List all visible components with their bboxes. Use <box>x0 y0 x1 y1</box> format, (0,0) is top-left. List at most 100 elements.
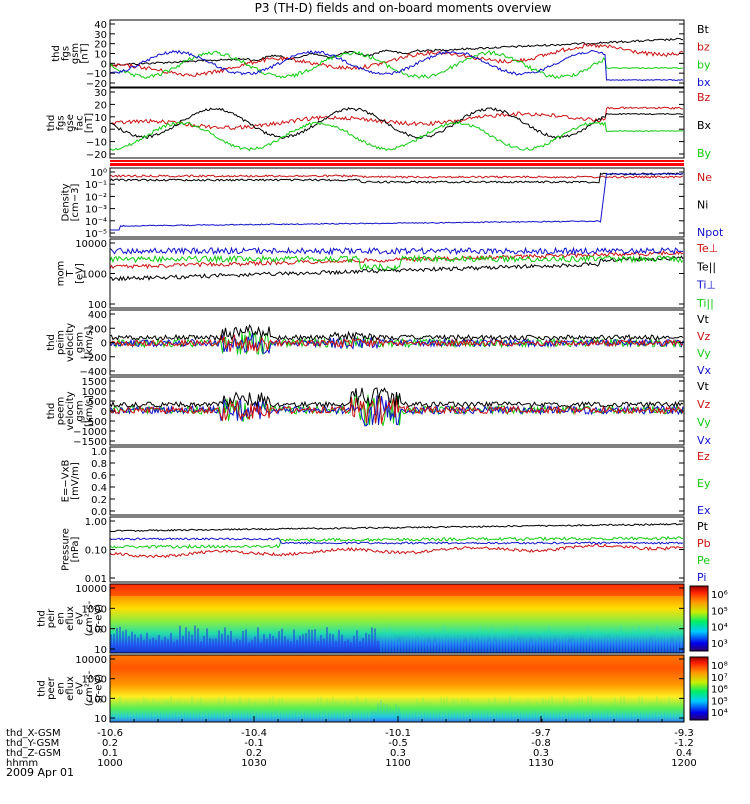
y-tick-label: 0 <box>101 339 107 350</box>
y-tick-label: 200 <box>88 324 107 335</box>
spectrogram-column <box>131 709 133 722</box>
spectrogram-column <box>554 706 556 722</box>
spectrogram-column <box>233 710 235 722</box>
spectrogram-column <box>260 709 262 722</box>
y-label-line: [eV] <box>75 263 86 284</box>
spectrogram-column <box>473 633 475 653</box>
time-row-label: thd_X-GSM <box>6 728 61 739</box>
spectrogram-column <box>590 696 592 722</box>
spectrogram-column <box>512 707 514 722</box>
spectrogram-column <box>584 708 586 722</box>
spectrogram-column <box>287 639 289 653</box>
spectrogram-column <box>356 696 358 722</box>
spectrogram-column <box>317 640 319 653</box>
spectrogram-column <box>380 635 382 653</box>
time-row-value: -0.1 <box>244 738 264 749</box>
spectrogram-column <box>572 708 574 722</box>
spectrogram-column <box>377 640 379 653</box>
spectrogram-column <box>386 632 388 653</box>
spectrogram-column <box>455 699 457 722</box>
spectrogram-column <box>284 636 286 653</box>
spectrogram-column <box>485 630 487 653</box>
spectrogram-column <box>545 700 547 722</box>
trace-black <box>109 172 684 184</box>
spectrogram-column <box>350 642 352 653</box>
legend-entry: Vt <box>697 313 710 326</box>
panel-efield: 1.00.80.60.40.20.0 E=−VxB[mV/m] Ez Ey Ex <box>60 446 711 518</box>
time-row-value: 0.3 <box>390 748 406 759</box>
spectrogram-column <box>518 702 520 722</box>
y-label-line: fgs <box>60 46 71 61</box>
spectrogram-fill <box>110 655 684 722</box>
spectrogram-column <box>170 696 172 722</box>
colorbar-tick-label: 10⁸ <box>711 661 728 672</box>
spectrogram-column <box>428 642 430 653</box>
y-label-line: Density <box>60 183 71 221</box>
spectrogram-column <box>443 625 445 653</box>
spectrogram-column <box>413 631 415 653</box>
spectrogram-column <box>602 703 604 722</box>
spectrogram-column <box>479 711 481 722</box>
colorbar-tick-label: 10⁴ <box>711 708 728 719</box>
legend-entry: Ti⊥ <box>696 279 716 292</box>
y-axis-label: Density[cm−3] <box>60 183 81 221</box>
spectrogram-column <box>584 636 586 653</box>
spectrogram-column <box>494 641 496 653</box>
y-label-line: (cm²-s- <box>84 600 95 636</box>
trace-green <box>109 254 684 272</box>
colorbar-tick-label: 10⁵ <box>711 606 728 617</box>
spectrogram-column <box>221 633 223 653</box>
y-tick-label: −400 <box>80 367 107 378</box>
spectrogram-column <box>437 633 439 653</box>
spectrogram-column <box>398 641 400 653</box>
spectrogram-column <box>614 635 616 653</box>
y-tick-label: 0.8 <box>91 459 107 470</box>
spectrogram-column <box>461 630 463 653</box>
y-label-line: eV <box>75 612 86 625</box>
y-tick-label: −1000 <box>73 427 107 438</box>
legend-entry: Ni <box>697 199 708 212</box>
spectrogram-column <box>398 707 400 722</box>
spectrogram-column <box>536 637 538 653</box>
spectrogram-column <box>293 711 295 722</box>
legend-entry: Vx <box>697 434 712 447</box>
spectrogram-column <box>227 634 229 653</box>
spectrogram-column <box>488 699 490 722</box>
spectrogram-column <box>614 696 616 722</box>
y-label-line: velocity <box>65 323 76 362</box>
spectrogram-column <box>491 702 493 722</box>
time-row-value: 0.1 <box>102 748 118 759</box>
spectrogram-column <box>149 703 151 722</box>
legend-entry: Vx <box>697 364 712 377</box>
spectrogram-column <box>476 705 478 722</box>
spectrogram-column <box>203 635 205 653</box>
y-label-line: peir <box>46 608 57 628</box>
spectrogram-column <box>269 633 271 653</box>
spectrogram-column <box>560 703 562 722</box>
y-axis-label: E=−VxB[mV/m] <box>60 460 81 503</box>
y-label-line: [km/s] <box>84 395 95 427</box>
spectrogram-column <box>314 708 316 722</box>
spectrogram-column <box>482 705 484 722</box>
spectrogram-column <box>671 711 673 722</box>
spectrogram-column <box>536 701 538 722</box>
spectrogram-column <box>125 701 127 722</box>
spectrogram-column <box>263 707 265 722</box>
spectrogram-column <box>272 635 274 653</box>
trace-blue <box>109 537 684 545</box>
spectrogram-column <box>464 699 466 722</box>
spectrogram-column <box>476 640 478 653</box>
legend-entry: Vt <box>697 380 710 393</box>
spectrogram-band <box>110 584 684 596</box>
y-label-line: T <box>65 270 76 278</box>
legend-entry: Bx <box>697 119 712 132</box>
spectrogram-column <box>134 634 136 653</box>
spectrogram-column <box>260 642 262 653</box>
y-label-line: Pressure <box>60 528 71 571</box>
legend-entry: Ez <box>697 450 710 463</box>
spectrogram-column <box>587 695 589 722</box>
spectrogram-column <box>230 630 232 653</box>
panel-frame <box>109 583 685 654</box>
spectrogram-column <box>305 633 307 653</box>
